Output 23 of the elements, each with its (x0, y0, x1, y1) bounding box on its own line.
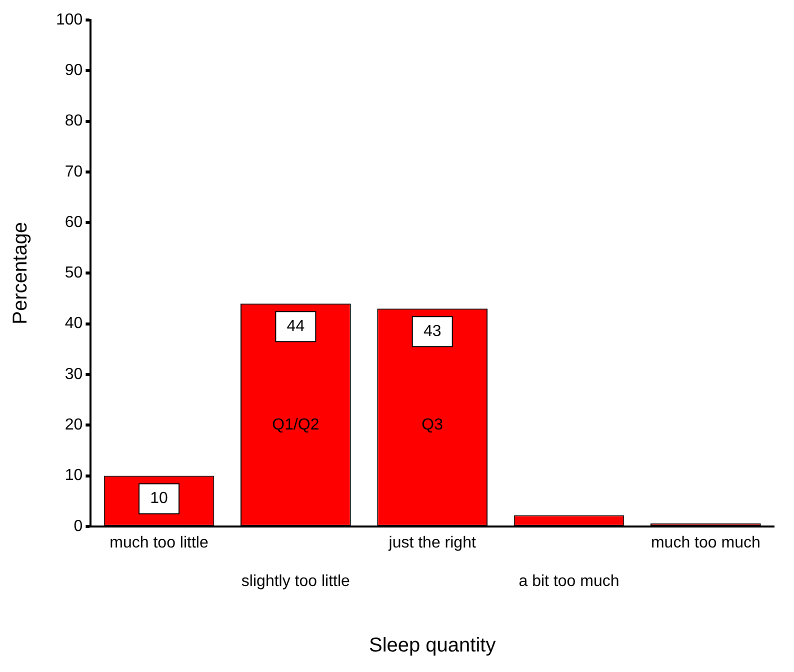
y-tick-label: 10 (64, 467, 83, 484)
y-tick-label: 100 (56, 11, 83, 28)
y-tick-label: 20 (64, 416, 83, 434)
x-tick-label: much too little (110, 534, 208, 552)
data-label: 44 (286, 318, 305, 335)
annotation: Q1/Q2 (272, 416, 320, 434)
y-tick-label: 40 (64, 315, 83, 332)
y-tick-label: 70 (64, 163, 83, 180)
x-tick-label: slightly too little (241, 572, 350, 590)
annotation: Q3 (422, 416, 444, 434)
y-axis-title: Percentage (10, 222, 32, 324)
y-tick-label: 90 (64, 62, 83, 80)
y-tick-label: 80 (64, 112, 83, 130)
data-label: 10 (150, 490, 168, 508)
x-axis-title: Sleep quantity (368, 634, 496, 657)
y-tick-label: 30 (64, 366, 83, 383)
y-tick-label: 0 (74, 518, 83, 535)
y-tick-label: 50 (64, 264, 83, 282)
y-tick-label: 60 (64, 214, 83, 231)
data-label: 43 (423, 323, 442, 340)
x-tick-label: much too much (650, 534, 760, 552)
x-tick-label: just the right (388, 534, 476, 552)
x-tick-label: a bit too much (518, 572, 620, 590)
